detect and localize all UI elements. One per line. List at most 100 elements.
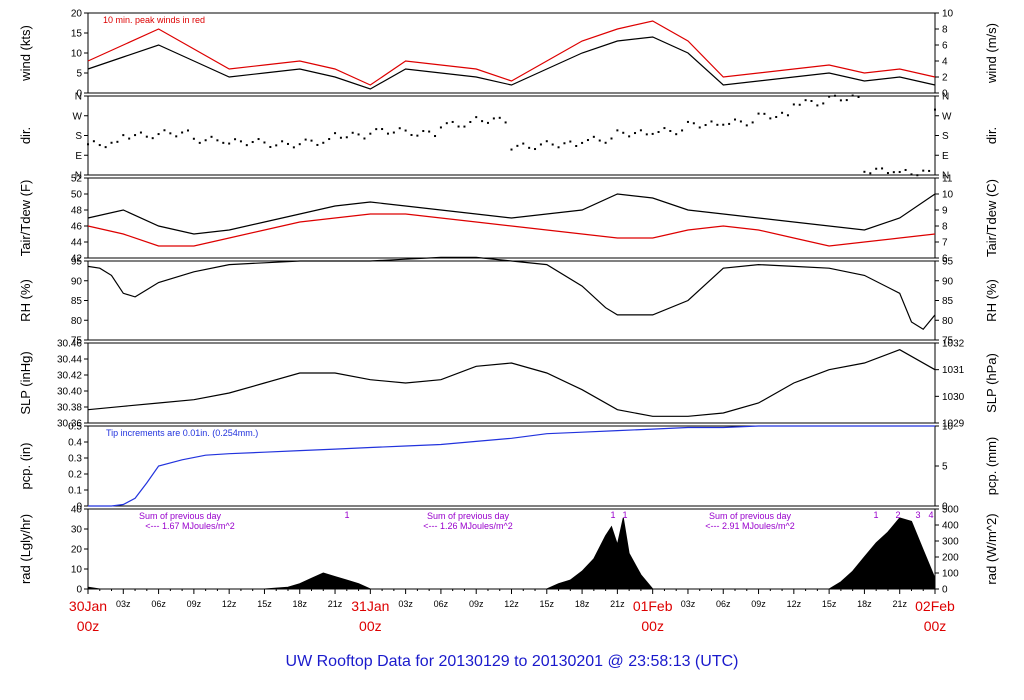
- data-point: [904, 168, 907, 171]
- panel-frame: [87, 95, 936, 176]
- data-point: [110, 141, 113, 144]
- y-axis-tick-label: 30.42: [57, 371, 82, 382]
- y-axis-right-tick-label: 1030: [942, 392, 965, 403]
- y-axis-tick-label: 80: [71, 316, 83, 327]
- data-point: [386, 132, 389, 135]
- y-axis-tick-label: N: [75, 92, 82, 103]
- y-axis-tick-label: 52: [71, 174, 83, 185]
- day-label-time: 00z: [359, 618, 382, 634]
- y-axis-tick-label: 75: [71, 336, 83, 347]
- y-axis-right-tick-label: 1031: [942, 365, 965, 376]
- y-axis-right-tick-label: 200: [942, 553, 959, 564]
- data-point: [428, 130, 431, 133]
- data-point: [469, 120, 472, 123]
- y-axis-label: pcp. (in): [18, 443, 33, 490]
- y-axis-label-right: Tair/Tdew (C): [984, 179, 999, 257]
- y-axis-right-tick-label: N: [942, 92, 949, 103]
- data-point: [87, 143, 89, 146]
- y-axis-tick-label: 10: [71, 565, 83, 576]
- x-tick-label: 15z: [257, 599, 272, 609]
- data-point: [557, 146, 560, 149]
- y-axis-right-tick-label: 300: [942, 537, 959, 548]
- y-axis-tick-label: 48: [71, 206, 83, 217]
- y-axis-tick-label: 95: [71, 257, 83, 268]
- y-axis-tick-label: 0.3: [68, 454, 82, 465]
- x-tick-label: 09z: [187, 599, 202, 609]
- data-point: [475, 116, 478, 119]
- data-point: [269, 145, 272, 148]
- data-point: [569, 140, 572, 143]
- data-point: [828, 95, 831, 98]
- data-point: [634, 132, 637, 135]
- y-axis-right-tick-label: N: [942, 171, 949, 182]
- day-label-time: 00z: [924, 618, 947, 634]
- data-point: [345, 136, 348, 139]
- data-point: [616, 129, 619, 132]
- x-tick-label: 18z: [292, 599, 307, 609]
- data-point: [522, 142, 525, 145]
- data-point: [104, 146, 107, 149]
- data-point: [451, 120, 454, 123]
- day-label-date: 02Feb: [915, 598, 955, 614]
- y-axis-right-tick-label: 100: [942, 569, 959, 580]
- y-axis-tick-label: 30.40: [57, 387, 82, 398]
- series-line-red: [87, 20, 936, 86]
- y-axis-right-tick-label: 400: [942, 521, 959, 532]
- hour-mark: 2: [895, 510, 900, 520]
- data-point: [298, 143, 301, 146]
- y-axis-label: wind (kts): [18, 25, 33, 82]
- data-point: [822, 102, 825, 105]
- data-point: [704, 124, 707, 127]
- hour-mark: 1: [344, 510, 349, 520]
- data-point: [592, 135, 595, 138]
- data-point: [351, 131, 354, 134]
- x-tick-label: 12z: [504, 599, 519, 609]
- data-point: [745, 124, 748, 127]
- day-label-time: 00z: [77, 618, 100, 634]
- data-point: [839, 99, 842, 102]
- y-axis-tick-label: 10: [71, 49, 83, 60]
- data-point: [275, 144, 278, 147]
- hour-mark: 3: [915, 510, 920, 520]
- data-point: [328, 138, 331, 141]
- data-point: [186, 129, 189, 132]
- data-point: [622, 131, 625, 134]
- data-point: [563, 142, 566, 145]
- y-axis-right-tick-label: 5: [942, 462, 948, 473]
- data-point: [292, 146, 295, 149]
- x-tick-label: 21z: [328, 599, 343, 609]
- y-axis-right-tick-label: 80: [942, 316, 954, 327]
- data-point: [257, 138, 260, 141]
- y-axis-right-tick-label: 85: [942, 296, 954, 307]
- data-point: [398, 127, 401, 130]
- data-point: [892, 171, 895, 174]
- day-label-time: 00z: [641, 618, 664, 634]
- data-point: [728, 122, 731, 125]
- data-point: [304, 138, 307, 141]
- y-axis-tick-label: 0.1: [68, 486, 82, 497]
- x-tick-label: 15z: [540, 599, 555, 609]
- series-line-black: [87, 193, 936, 235]
- data-point: [675, 133, 678, 136]
- data-point: [492, 117, 495, 120]
- data-point: [786, 114, 789, 117]
- data-point: [816, 104, 819, 107]
- data-point: [669, 129, 672, 132]
- y-axis-tick-label: 30.46: [57, 339, 82, 350]
- x-tick-label: 21z: [610, 599, 625, 609]
- y-axis-label-right: RH (%): [984, 279, 999, 322]
- data-point: [610, 137, 613, 140]
- data-point: [792, 103, 795, 106]
- y-axis-tick-label: 20: [71, 545, 83, 556]
- y-axis-tick-label: 0.4: [68, 438, 82, 449]
- y-axis-tick-label: 0: [76, 585, 82, 596]
- y-axis-right-tick-label: 7: [942, 238, 948, 249]
- y-axis-right-tick-label: 11: [942, 174, 953, 185]
- data-point: [928, 169, 931, 172]
- data-point: [934, 108, 936, 111]
- data-point: [628, 135, 631, 138]
- x-tick-label: 09z: [751, 599, 766, 609]
- data-point: [363, 137, 366, 140]
- y-axis-tick-label: S: [75, 131, 82, 142]
